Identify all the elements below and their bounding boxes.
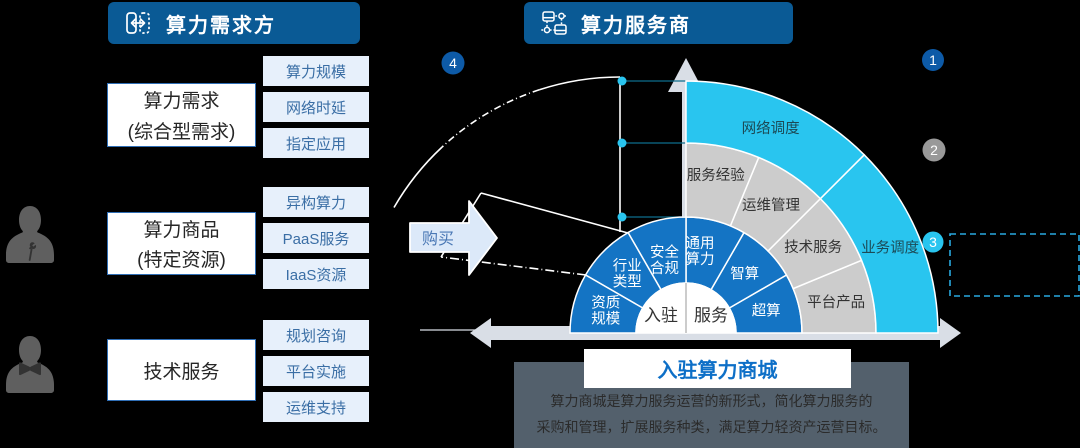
svg-text:安全: 安全: [650, 243, 679, 261]
svg-text:4: 4: [449, 55, 457, 71]
svg-text:算力: 算力: [686, 251, 715, 268]
svg-text:运维管理: 运维管理: [742, 197, 800, 214]
svg-text:购买: 购买: [422, 230, 454, 248]
svg-text:服务经验: 服务经验: [687, 167, 745, 184]
svg-text:智算: 智算: [730, 265, 759, 282]
svg-text:资质: 资质: [591, 295, 620, 312]
svg-text:行业: 行业: [613, 257, 642, 274]
svg-text:入驻: 入驻: [644, 306, 678, 325]
svg-text:服务: 服务: [694, 306, 728, 325]
svg-text:2: 2: [930, 142, 938, 158]
svg-text:1: 1: [929, 52, 937, 68]
svg-text:3: 3: [929, 234, 937, 250]
svg-text:技术服务: 技术服务: [784, 239, 842, 256]
svg-text:业务调度: 业务调度: [861, 239, 919, 256]
svg-text:平台产品: 平台产品: [807, 294, 865, 311]
svg-text:规模: 规模: [591, 311, 620, 328]
svg-text:超算: 超算: [752, 303, 781, 320]
svg-text:通用: 通用: [686, 235, 715, 252]
svg-text:类型: 类型: [613, 273, 642, 290]
svg-text:网络调度: 网络调度: [742, 120, 800, 137]
svg-text:合规: 合规: [650, 260, 679, 277]
